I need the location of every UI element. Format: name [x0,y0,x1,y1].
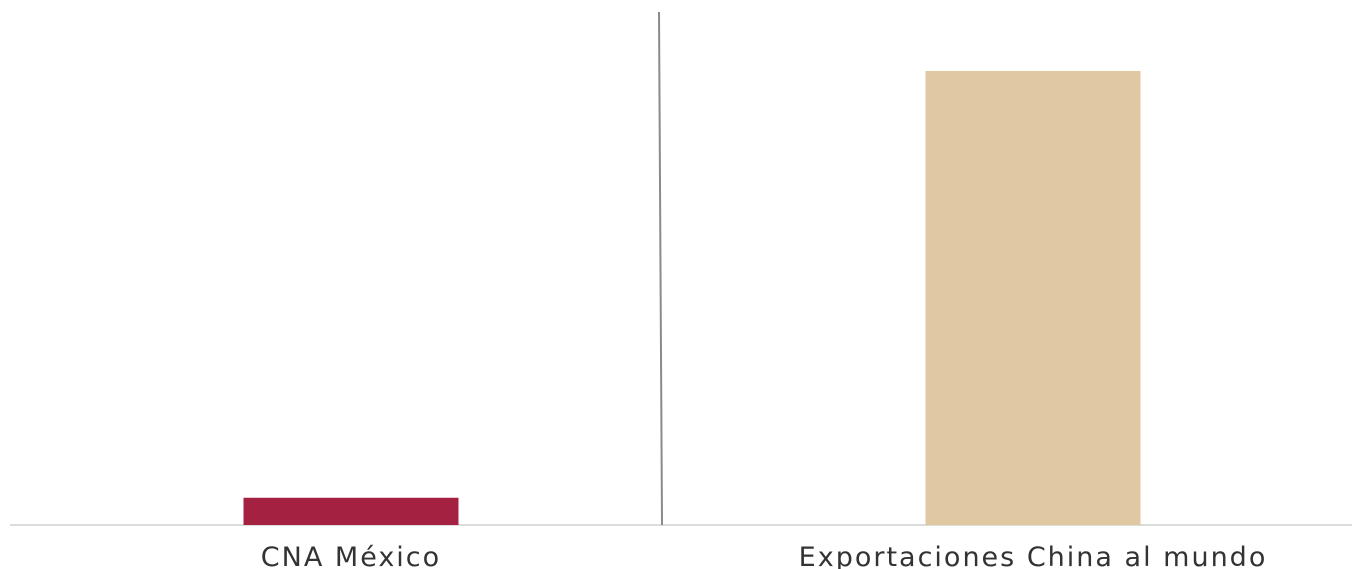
bar-1 [925,71,1141,525]
category-divider [658,11,663,526]
category-label-0: CNA México [261,542,441,569]
category-label-1: Exportaciones China al mundo [799,542,1268,569]
bar-0 [243,497,459,525]
